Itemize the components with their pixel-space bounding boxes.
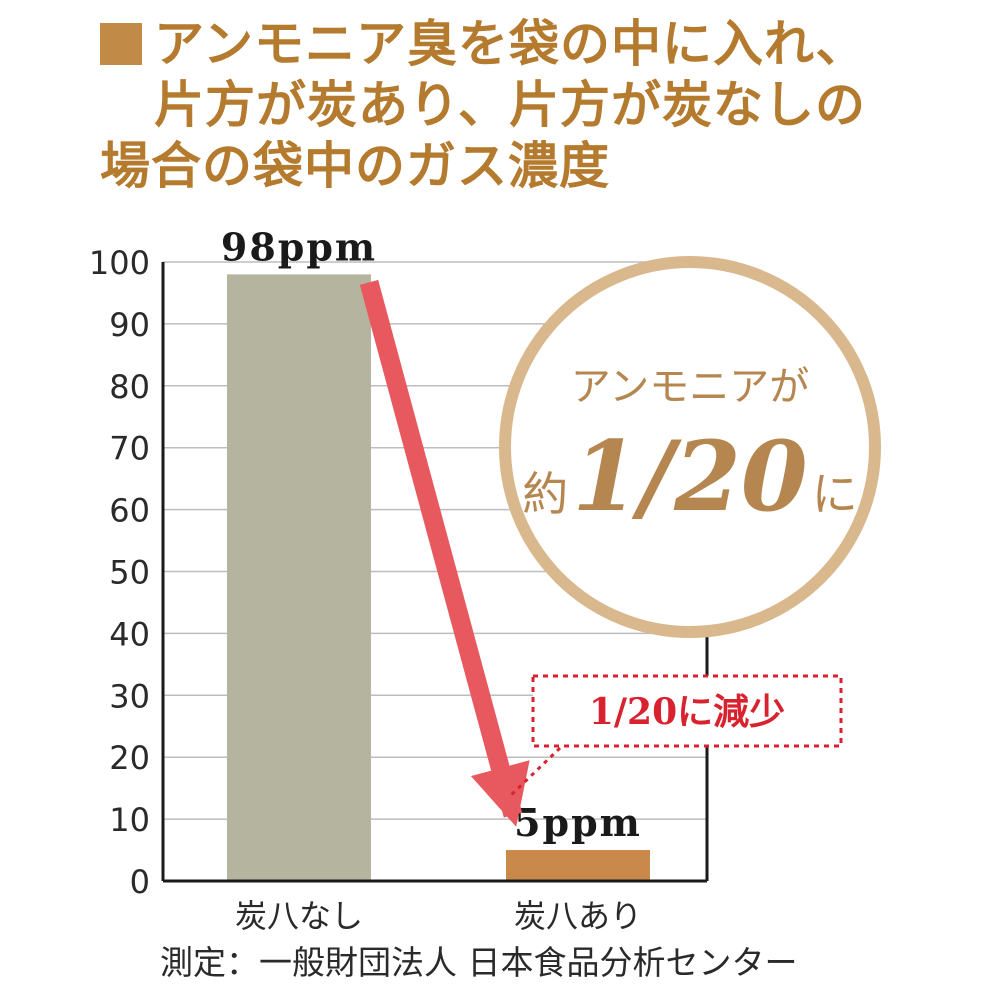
y-tick-label: 100 [89, 244, 150, 282]
title-line-2: 片方が炭あり、片方が炭なしの [154, 76, 866, 134]
callout-text: 1/20に減少 [589, 691, 785, 733]
circle-line-1: アンモニアが [571, 364, 809, 410]
chart-title: アンモニア臭を袋の中に入れ、 片方が炭あり、片方が炭なしの 場合の袋中のガス濃度 [100, 14, 980, 197]
y-tick-label: 70 [109, 430, 150, 468]
y-tick-label: 30 [109, 677, 150, 715]
circle-fraction: 1/20 [572, 420, 807, 533]
y-tick-label: 80 [109, 368, 150, 406]
title-line-1-text: アンモニア臭を袋の中に入れ、 [154, 15, 867, 73]
y-tick-label: 60 [109, 492, 150, 530]
bars [227, 274, 650, 881]
callout-box [531, 674, 843, 748]
highlight-circle [499, 256, 881, 638]
decrease-arrow [359, 279, 530, 827]
y-tick-label: 20 [109, 739, 150, 777]
footnote: 測定：一般財団法人 日本食品分析センター [160, 943, 798, 982]
data-label: 98ppm [221, 224, 377, 269]
bar-2 [506, 850, 650, 881]
circle-suffix: に [812, 467, 858, 521]
bar-1 [227, 274, 371, 881]
axes [161, 262, 709, 883]
y-tick-label: 50 [109, 554, 150, 592]
circle-prefix: 約 [522, 467, 568, 521]
y-tick-label: 10 [109, 801, 150, 839]
title-square-icon [100, 23, 142, 65]
data-label: 5ppm [514, 800, 642, 845]
y-tick-label: 90 [109, 306, 150, 344]
y-tick-label: 0 [130, 863, 150, 901]
circle-line-2: 約1/20に [522, 420, 857, 533]
title-line-3: 場合の袋中のガス濃度 [100, 137, 610, 195]
x-tick-label: 炭八あり [514, 897, 642, 935]
x-tick-label: 炭八なし [235, 897, 363, 935]
labels: 0 10 20 30 40 50 60 70 80 90 100 炭八なし 98ppm 炭八あり 5ppm [89, 224, 642, 935]
y-tick-label: 40 [109, 615, 150, 653]
callout-pointer [508, 746, 562, 798]
title-line-1: アンモニア臭を袋の中に入れ、 [100, 14, 980, 75]
